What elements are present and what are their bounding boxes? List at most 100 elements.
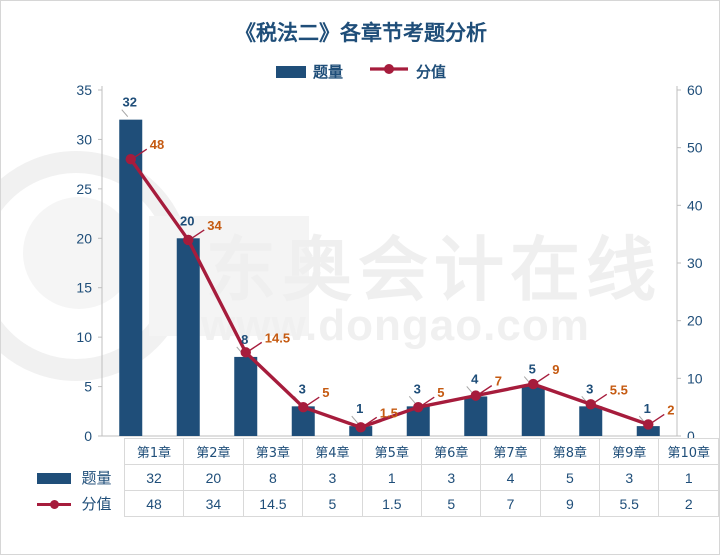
bar-value-label-8: 5 xyxy=(529,362,536,377)
table-column-header-1: 第1章 xyxy=(123,438,185,465)
line-marker-1 xyxy=(125,154,136,165)
line-label-leader-7 xyxy=(479,385,493,395)
bar-value-label-4: 3 xyxy=(299,381,306,396)
line-label-leader-9 xyxy=(594,393,608,403)
legend-label-bar: 题量 xyxy=(312,63,343,81)
table-cell-r1-c7: 4 xyxy=(480,464,541,491)
right-axis-tick-label: 40 xyxy=(687,197,703,213)
line-label-leader-8 xyxy=(536,373,550,383)
line-value-label-1: 48 xyxy=(150,137,164,152)
table-row: 分值 48 34 14.5 5 1.5 5 7 9 5.5 2 xyxy=(27,490,719,517)
right-axis-tick-label: 30 xyxy=(687,255,703,271)
bar-3 xyxy=(234,356,258,436)
chart-title: 《税法二》各章节考题分析 xyxy=(235,21,487,45)
legend-item-line[interactable]: 分值 xyxy=(369,61,446,82)
plot-area: 0510152025303501020304050603220831345314… xyxy=(76,82,703,444)
line-value-label-5: 1.5 xyxy=(380,405,398,420)
table-cell-r2-c4: 5 xyxy=(302,490,363,517)
table-cell-r2-c8: 9 xyxy=(539,490,601,517)
bar-value-label-3: 8 xyxy=(241,332,248,347)
line-marker-7 xyxy=(470,390,481,401)
right-axis-tick-label: 20 xyxy=(687,313,703,329)
bar-4 xyxy=(291,406,315,436)
table-header-row: 第1章 第2章 第3章 第4章 第5章 第6章 第7章 第8章 第9章 第10章 xyxy=(27,438,719,465)
table-cell-r1-c4: 3 xyxy=(302,464,363,491)
legend-label-line: 分值 xyxy=(416,63,447,81)
line-value-label-6: 5 xyxy=(437,385,444,400)
table-cell-r1-c1: 32 xyxy=(123,464,185,491)
table-cell-r2-c1: 48 xyxy=(123,490,185,517)
table-cell-r1-c5: 1 xyxy=(361,464,423,491)
table-key-bar-icon xyxy=(27,465,81,491)
bar-label-leader-1 xyxy=(121,109,129,117)
table-column-header-8: 第8章 xyxy=(539,438,601,465)
line-marker-4 xyxy=(298,401,309,413)
line-label-leader-10 xyxy=(651,413,665,424)
table-column-header-6: 第6章 xyxy=(421,438,482,465)
table-key-spacer xyxy=(27,439,81,465)
table-cell-r1-c2: 20 xyxy=(183,464,244,491)
table-column-header-4: 第4章 xyxy=(302,438,363,465)
table-cell-r2-c6: 5 xyxy=(421,490,482,517)
left-axis-tick-label: 10 xyxy=(76,329,92,345)
table-cell-r2-c5: 1.5 xyxy=(361,490,423,517)
line-marker-5 xyxy=(355,422,366,433)
line-value-label-3: 14.5 xyxy=(265,330,290,345)
legend-item-bar[interactable]: 题量 xyxy=(275,61,343,82)
table-name-spacer xyxy=(81,439,125,465)
table-cell-r1-c8: 5 xyxy=(539,464,601,491)
table-cell-r2-c9: 5.5 xyxy=(598,490,660,517)
table-row: 题量 32 20 8 3 1 3 4 5 3 1 xyxy=(27,464,719,491)
table-column-header-3: 第3章 xyxy=(242,438,304,465)
table-cell-r2-c3: 14.5 xyxy=(242,490,304,517)
table-cell-r1-c9: 3 xyxy=(598,464,660,491)
line-value-label-4: 5 xyxy=(322,385,329,400)
line-value-label-10: 2 xyxy=(667,402,674,417)
bar-9 xyxy=(579,406,603,436)
line-label-leader-5 xyxy=(364,416,378,426)
bar-label-leader-7 xyxy=(466,386,474,394)
chart-data-table: 第1章 第2章 第3章 第4章 第5章 第6章 第7章 第8章 第9章 第10章 题量 32 20 8 3 1… xyxy=(27,438,719,517)
line-value-label-9: 5.5 xyxy=(610,382,628,397)
line-label-leader-2 xyxy=(191,229,205,239)
bar-value-label-6: 3 xyxy=(414,381,421,396)
line-label-leader-4 xyxy=(306,396,320,406)
table-series-name-2: 分值 xyxy=(81,495,112,513)
bar-6 xyxy=(406,406,430,436)
line-label-leader-6 xyxy=(421,396,435,406)
left-axis-tick-label: 0 xyxy=(84,428,92,444)
table-cell-r2-c7: 7 xyxy=(480,490,541,517)
line-marker-3 xyxy=(240,347,251,358)
line-marker-10 xyxy=(643,419,654,430)
bar-value-label-1: 32 xyxy=(123,95,137,110)
left-axis-tick-label: 5 xyxy=(84,379,92,395)
bar-value-label-5: 1 xyxy=(356,401,363,416)
table-column-header-5: 第5章 xyxy=(361,438,423,465)
score-line-path xyxy=(129,157,650,430)
chart-legend: 题量 分值 xyxy=(1,61,719,82)
table-cell-r1-c6: 3 xyxy=(421,464,482,491)
table-column-header-9: 第9章 xyxy=(598,438,660,465)
bar-value-label-9: 3 xyxy=(586,381,593,396)
bar-label-leader-5 xyxy=(351,415,359,424)
bar-2 xyxy=(176,238,200,436)
left-axis-tick-label: 20 xyxy=(76,230,92,246)
table-column-header-7: 第7章 xyxy=(480,438,541,465)
right-axis-tick-label: 60 xyxy=(687,82,703,98)
bar-value-label-10: 1 xyxy=(644,401,651,416)
line-marker-6 xyxy=(413,401,424,413)
bar-value-label-7: 4 xyxy=(471,371,479,386)
table-cell-r2-c2: 34 xyxy=(183,490,244,517)
table-key-line-icon xyxy=(27,491,81,517)
legend-line-marker-icon xyxy=(369,62,409,81)
line-marker-8 xyxy=(528,378,539,390)
bar-10 xyxy=(636,426,660,436)
line-label-leader-3 xyxy=(249,341,263,351)
bar-label-leader-6 xyxy=(408,396,416,404)
line-marker-9 xyxy=(585,399,596,410)
table-column-header-10: 第10章 xyxy=(658,438,719,465)
legend-bar-swatch-icon xyxy=(275,65,306,78)
bar-7 xyxy=(464,396,488,436)
